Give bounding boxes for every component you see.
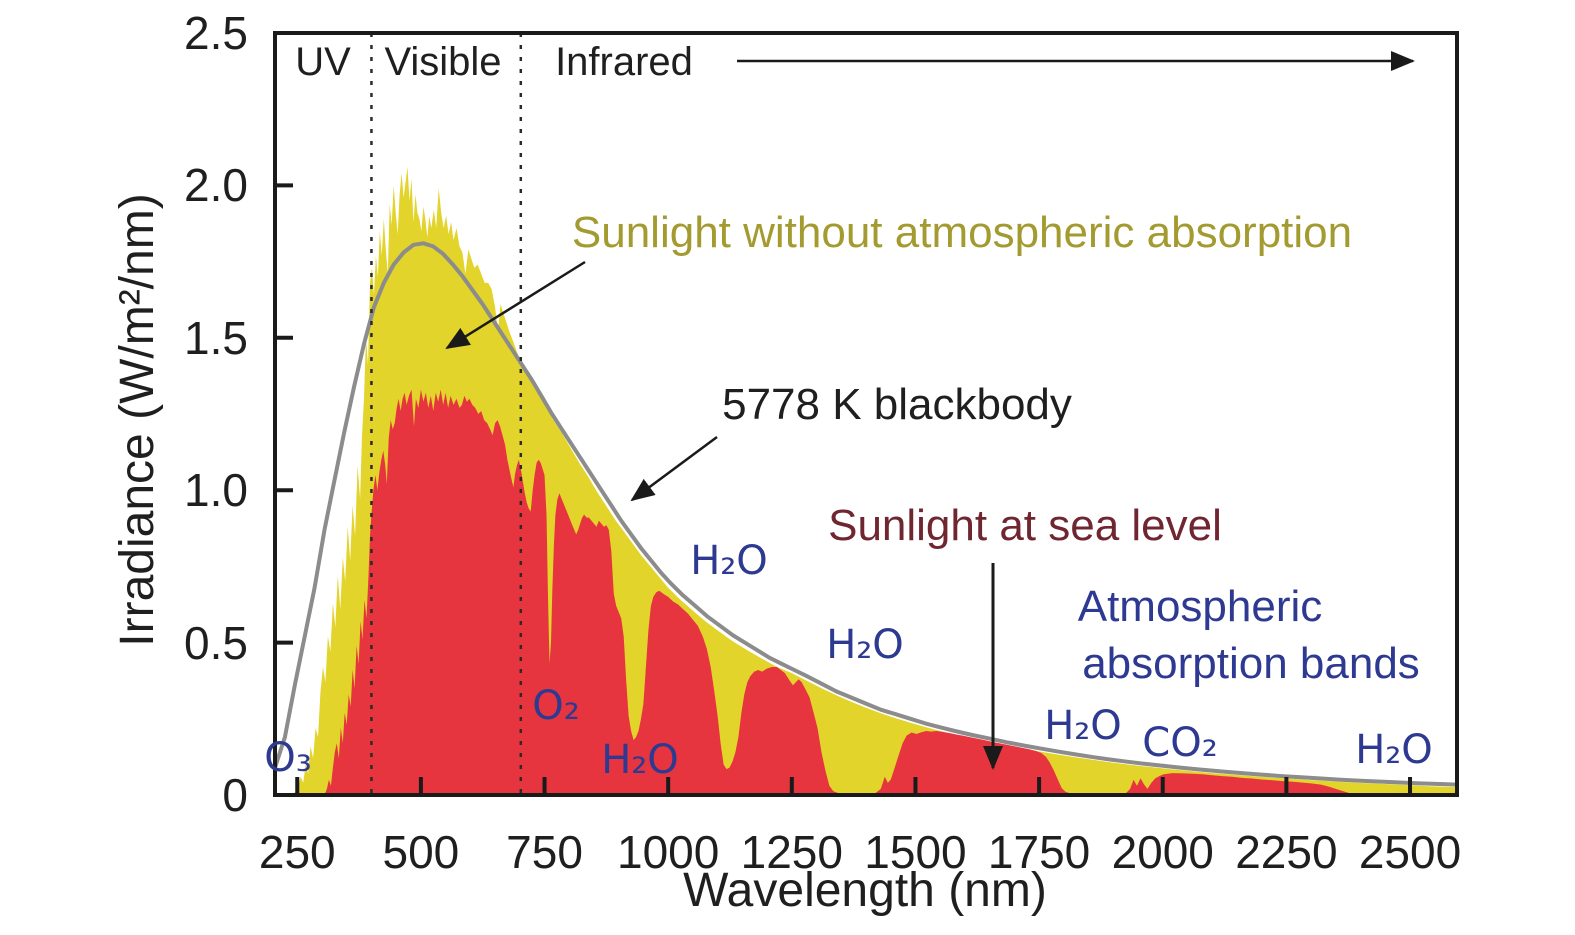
x-tick-label: 2500 — [1358, 826, 1462, 878]
x-tick-label: 1250 — [740, 826, 843, 878]
molecule-label: H₂O — [826, 622, 904, 668]
annotation-absorption-bands-line2: absorption bands — [1082, 638, 1420, 688]
x-tick-label: 2250 — [1235, 826, 1338, 878]
y-tick-label: 0 — [222, 769, 248, 821]
molecule-label: O₃ — [264, 735, 312, 781]
band-label-infrared: Infrared — [555, 40, 693, 84]
x-tick-label: 1000 — [617, 826, 720, 878]
annotation-absorption-bands-line1: Atmospheric — [1077, 581, 1323, 631]
annotation-sunlight-no-atmosphere: Sunlight without atmospheric absorption — [571, 207, 1353, 257]
band-label-uv: UV — [295, 40, 351, 84]
sun-no-atm-arrow — [445, 260, 586, 350]
y-tick-label: 1.0 — [184, 464, 248, 517]
band-label-visible: Visible — [384, 40, 502, 84]
molecule-label: H₂O — [601, 737, 679, 783]
molecule-label: CO₂ — [1142, 720, 1218, 766]
x-tick-label: 1750 — [987, 826, 1091, 878]
x-tick-label: 250 — [258, 826, 336, 878]
molecule-label: H₂O — [690, 538, 768, 584]
x-tick-label: 2000 — [1111, 826, 1214, 878]
blackbody-curve — [273, 241, 1458, 787]
area-sunlight-sea-level — [324, 389, 1386, 795]
y-tick-label: 2.0 — [184, 159, 248, 212]
y-axis-title: Irradiance (W/m²/nm) — [110, 193, 164, 647]
y-tick-label: 0.5 — [184, 616, 248, 669]
x-tick-label: 750 — [506, 826, 583, 878]
molecule-label: O₂ — [532, 683, 580, 729]
y-tick-label: 1.5 — [184, 311, 248, 364]
plot-border — [273, 31, 1459, 797]
blackbody-arrow — [630, 435, 718, 502]
annotation-blackbody: 5778 K blackbody — [722, 379, 1072, 429]
x-tick-label: 500 — [382, 826, 460, 878]
molecule-label: H₂O — [1355, 727, 1433, 773]
annotation-sunlight-sea-level: Sunlight at sea level — [828, 500, 1222, 550]
molecule-label: H₂O — [1044, 703, 1122, 749]
x-axis-title: Wavelength (nm) — [683, 863, 1047, 917]
y-tick-label: 2.5 — [184, 7, 248, 59]
x-tick-label: 1500 — [864, 826, 967, 878]
